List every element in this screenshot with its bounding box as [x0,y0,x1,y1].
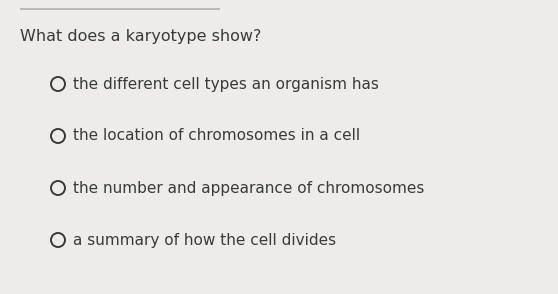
Ellipse shape [51,233,65,247]
Ellipse shape [51,181,65,195]
Text: the different cell types an organism has: the different cell types an organism has [73,76,379,91]
Ellipse shape [51,129,65,143]
Text: What does a karyotype show?: What does a karyotype show? [20,29,261,44]
Text: the location of chromosomes in a cell: the location of chromosomes in a cell [73,128,360,143]
Text: the number and appearance of chromosomes: the number and appearance of chromosomes [73,181,425,196]
Text: a summary of how the cell divides: a summary of how the cell divides [73,233,336,248]
Ellipse shape [51,77,65,91]
